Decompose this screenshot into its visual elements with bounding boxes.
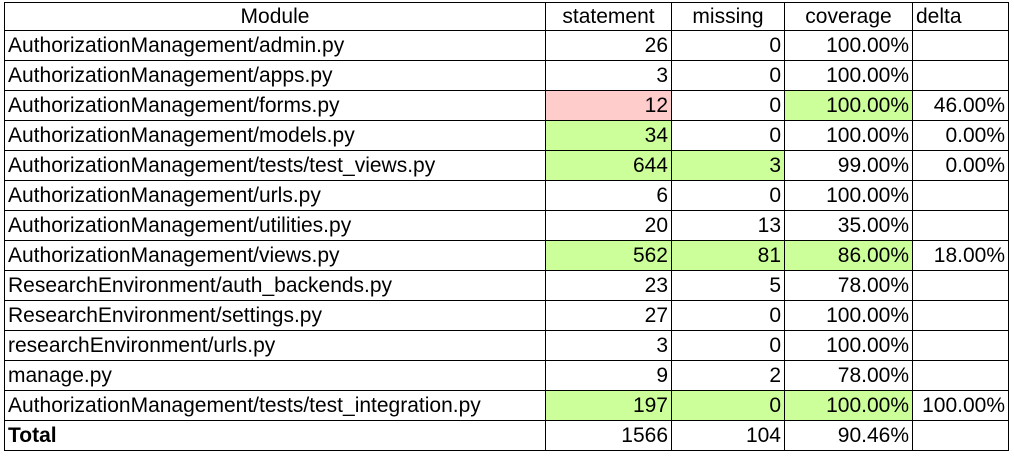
table-row: AuthorizationManagement/models.py 34 0 100.… [4,120,1009,151]
cell-statement: 562 [545,240,672,271]
table-row: manage.py 9 2 78.00% [4,360,1009,391]
cell-missing: 0 [671,30,785,61]
cell-coverage: 100.00% [784,330,913,361]
cell-module: AuthorizationManagement/admin.py [4,30,546,61]
total-cell-missing: 104 [671,420,785,451]
cell-module: AuthorizationManagement/views.py [4,240,546,271]
cell-coverage: 86.00% [784,240,913,271]
cell-module: AuthorizationManagement/tests/test_integ… [4,390,546,421]
cell-statement: 26 [545,30,672,61]
cell-module: ResearchEnvironment/settings.py [4,300,546,331]
total-row: Total 1566 104 90.46% [4,420,1009,451]
table-row: AuthorizationManagement/views.py 562 81 86.… [4,240,1009,271]
cell-statement: 12 [545,90,672,121]
header-delta: delta [912,2,1009,31]
cell-coverage: 99.00% [784,150,913,181]
cell-missing: 0 [671,120,785,151]
cell-coverage: 100.00% [784,120,913,151]
cell-missing: 5 [671,270,785,301]
cell-coverage: 100.00% [784,90,913,121]
header-row: Module statement missing coverage delta [4,2,1009,31]
cell-missing: 0 [671,90,785,121]
header-coverage: coverage [784,2,913,31]
cell-module: AuthorizationManagement/tests/test_views… [4,150,546,181]
cell-statement: 6 [545,180,672,211]
cell-coverage: 100.00% [784,300,913,331]
header-statement: statement [545,2,672,31]
cell-delta [912,360,1009,391]
table-row: AuthorizationManagement/tests/test_views… [4,150,1009,181]
cell-coverage: 78.00% [784,270,913,301]
cell-missing: 0 [671,180,785,211]
cell-missing: 2 [671,360,785,391]
header-module: Module [4,2,546,31]
table-row: ResearchEnvironment/settings.py 27 0 100.00… [4,300,1009,331]
cell-statement: 9 [545,360,672,391]
total-cell-coverage: 90.46% [784,420,913,451]
header-missing: missing [671,2,785,31]
cell-missing: 81 [671,240,785,271]
cell-missing: 0 [671,330,785,361]
table-row: ResearchEnvironment/auth_backends.py 23 5 7… [4,270,1009,301]
cell-coverage: 35.00% [784,210,913,241]
cell-missing: 0 [671,60,785,91]
cell-statement: 3 [545,60,672,91]
cell-module: AuthorizationManagement/urls.py [4,180,546,211]
cell-delta [912,210,1009,241]
cell-delta [912,330,1009,361]
cell-module: AuthorizationManagement/forms.py [4,90,546,121]
cell-module: AuthorizationManagement/utilities.py [4,210,546,241]
cell-statement: 197 [545,390,672,421]
cell-missing: 13 [671,210,785,241]
total-cell-delta [912,420,1009,451]
cell-delta [912,30,1009,61]
cell-delta: 18.00% [912,240,1009,271]
table-row: researchEnvironment/urls.py 3 0 100.00% [4,330,1009,361]
cell-statement: 23 [545,270,672,301]
cell-missing: 3 [671,150,785,181]
cell-delta: 0.00% [912,150,1009,181]
cell-delta [912,60,1009,91]
cell-statement: 27 [545,300,672,331]
table-row: AuthorizationManagement/admin.py 26 0 100.0… [4,30,1009,61]
cell-coverage: 78.00% [784,360,913,391]
cell-delta: 46.00% [912,90,1009,121]
total-cell-statement: 1566 [545,420,672,451]
cell-delta: 0.00% [912,120,1009,151]
cell-module: ResearchEnvironment/auth_backends.py [4,270,546,301]
cell-coverage: 100.00% [784,30,913,61]
table-row: AuthorizationManagement/tests/test_integ… [4,390,1009,421]
cell-statement: 3 [545,330,672,361]
coverage-table: Module statement missing coverage delta … [4,2,1009,451]
cell-coverage: 100.00% [784,390,913,421]
cell-module: AuthorizationManagement/apps.py [4,60,546,91]
cell-missing: 0 [671,390,785,421]
total-cell-module: Total [4,420,546,451]
cell-missing: 0 [671,300,785,331]
cell-delta [912,270,1009,301]
table-row: AuthorizationManagement/forms.py 12 0 100.0… [4,90,1009,121]
cell-delta [912,300,1009,331]
cell-coverage: 100.00% [784,180,913,211]
cell-module: AuthorizationManagement/models.py [4,120,546,151]
table-row: AuthorizationManagement/apps.py 3 0 100.00% [4,60,1009,91]
table-row: AuthorizationManagement/urls.py 6 0 100.00% [4,180,1009,211]
cell-statement: 34 [545,120,672,151]
cell-delta: 100.00% [912,390,1009,421]
cell-module: manage.py [4,360,546,391]
cell-delta [912,180,1009,211]
cell-statement: 20 [545,210,672,241]
cell-coverage: 100.00% [784,60,913,91]
table-row: AuthorizationManagement/utilities.py 20 13… [4,210,1009,241]
cell-statement: 644 [545,150,672,181]
cell-module: researchEnvironment/urls.py [4,330,546,361]
